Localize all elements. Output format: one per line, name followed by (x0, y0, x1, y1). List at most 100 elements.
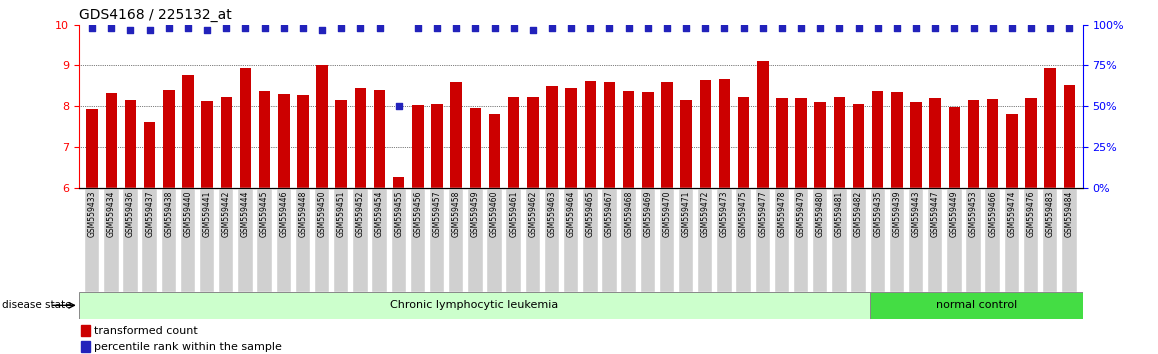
Bar (450, 82, 462, 188)
Bar (182, 75, 193, 188)
Point (427, 25, 446, 31)
Bar (910, 102, 922, 188)
Text: GSM559480: GSM559480 (815, 191, 824, 237)
Text: GSM559443: GSM559443 (911, 191, 921, 237)
Bar (412, 105, 424, 188)
Point (505, 25, 523, 31)
Point (562, 25, 580, 31)
Point (523, 27, 542, 33)
Bar (642, 92, 653, 188)
Text: GSM559477: GSM559477 (758, 191, 768, 237)
FancyBboxPatch shape (640, 188, 655, 292)
Point (294, 25, 313, 31)
Bar (336, 100, 347, 188)
Bar (757, 62, 769, 188)
FancyBboxPatch shape (123, 188, 138, 292)
Bar (968, 100, 980, 188)
Text: GSM559452: GSM559452 (356, 191, 365, 237)
Bar (259, 91, 270, 188)
FancyBboxPatch shape (871, 292, 1083, 319)
Bar (201, 101, 213, 188)
Text: GSM559444: GSM559444 (241, 191, 250, 237)
Text: GSM559459: GSM559459 (471, 191, 479, 237)
Bar (776, 98, 787, 188)
Point (140, 27, 159, 33)
FancyBboxPatch shape (85, 188, 100, 292)
FancyBboxPatch shape (142, 188, 156, 292)
Point (122, 27, 140, 33)
FancyBboxPatch shape (315, 188, 329, 292)
Point (849, 25, 867, 31)
Bar (163, 90, 175, 188)
FancyBboxPatch shape (679, 188, 694, 292)
Bar (661, 82, 673, 188)
Text: GSM559466: GSM559466 (988, 191, 997, 237)
Bar (240, 68, 251, 188)
FancyBboxPatch shape (966, 188, 981, 292)
Text: GSM559479: GSM559479 (797, 191, 806, 237)
FancyBboxPatch shape (449, 188, 463, 292)
Bar (796, 98, 807, 188)
Point (1060, 25, 1078, 31)
Bar (1006, 114, 1018, 188)
Bar (719, 79, 731, 188)
Bar (603, 82, 615, 188)
Text: GSM559460: GSM559460 (490, 191, 499, 237)
Point (772, 25, 791, 31)
Text: disease state: disease state (2, 300, 72, 310)
Text: GSM559464: GSM559464 (566, 191, 576, 237)
Bar (948, 107, 960, 188)
FancyBboxPatch shape (181, 188, 196, 292)
Text: GSM559472: GSM559472 (701, 191, 710, 237)
FancyBboxPatch shape (584, 188, 598, 292)
FancyBboxPatch shape (506, 188, 521, 292)
Point (581, 25, 600, 31)
FancyBboxPatch shape (775, 188, 789, 292)
Text: GSM559476: GSM559476 (1026, 191, 1035, 237)
Point (677, 25, 696, 31)
Point (1021, 25, 1040, 31)
Point (485, 25, 504, 31)
Point (965, 25, 983, 31)
Text: GSM559453: GSM559453 (969, 191, 979, 237)
FancyBboxPatch shape (755, 188, 770, 292)
Text: GSM559469: GSM559469 (644, 191, 652, 237)
FancyBboxPatch shape (717, 188, 732, 292)
FancyBboxPatch shape (1062, 188, 1077, 292)
Bar (623, 91, 635, 188)
FancyBboxPatch shape (698, 188, 712, 292)
FancyBboxPatch shape (79, 292, 871, 319)
Bar (681, 100, 691, 188)
Text: GSM559456: GSM559456 (413, 191, 423, 237)
Text: GSM559434: GSM559434 (107, 191, 116, 237)
Bar (892, 92, 902, 188)
Text: GSM559465: GSM559465 (586, 191, 595, 237)
Bar (220, 97, 232, 188)
FancyBboxPatch shape (889, 188, 904, 292)
Point (160, 25, 178, 31)
Bar (872, 91, 884, 188)
Text: GSM559462: GSM559462 (528, 191, 537, 237)
FancyBboxPatch shape (257, 188, 272, 292)
Text: GSM559461: GSM559461 (510, 191, 518, 237)
Bar (105, 93, 117, 188)
Bar (298, 95, 309, 188)
FancyBboxPatch shape (833, 188, 846, 292)
FancyBboxPatch shape (334, 188, 349, 292)
Point (466, 25, 484, 31)
FancyBboxPatch shape (947, 188, 961, 292)
Text: GSM559467: GSM559467 (604, 191, 614, 237)
Point (600, 25, 618, 31)
FancyBboxPatch shape (219, 188, 234, 292)
Bar (527, 97, 538, 188)
Text: GSM559439: GSM559439 (893, 191, 901, 237)
Point (1003, 25, 1021, 31)
Text: GSM559471: GSM559471 (682, 191, 690, 237)
Text: GSM559448: GSM559448 (299, 191, 307, 237)
Text: GSM559451: GSM559451 (337, 191, 346, 237)
Point (332, 25, 351, 31)
Point (198, 27, 217, 33)
Point (792, 25, 811, 31)
FancyBboxPatch shape (373, 188, 387, 292)
Text: GSM559447: GSM559447 (931, 191, 939, 237)
